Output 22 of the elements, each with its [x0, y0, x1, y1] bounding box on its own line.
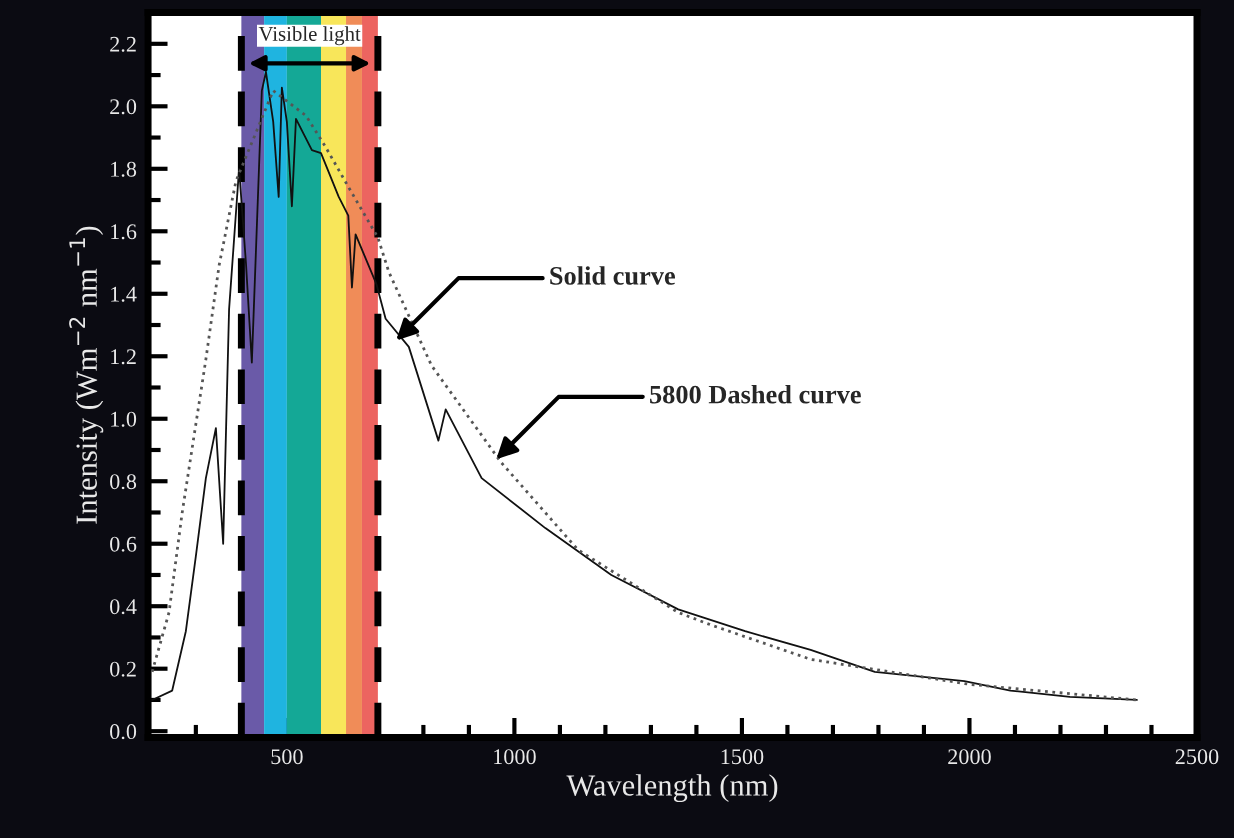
x-tick-label: 1000: [494, 749, 536, 765]
y-axis-title: Intensity (Wm$^{−2}$ nm$^{−1}$): [69, 226, 104, 524]
x-tick-label: 1500: [721, 749, 764, 765]
y-tick-label: 2.2: [110, 36, 136, 52]
y-tick-label: 1.6: [111, 224, 137, 240]
x-axis-title: Wavelength (nm): [566, 774, 778, 803]
x-tick-label: 2500: [1175, 749, 1219, 765]
y-tick-label: 1.2: [111, 349, 136, 365]
annotation: Visible light: [258, 26, 361, 46]
y-tick-label: 0.0: [110, 724, 137, 740]
y-tick-label: 1.8: [111, 161, 137, 177]
y-tick-label: 0.2: [110, 661, 136, 677]
y-tick-label: 0.6: [110, 536, 137, 552]
y-tick-label: 1.4: [111, 286, 137, 302]
annotation: 5800 Dashed curve: [650, 384, 861, 404]
y-tick-label: 0.8: [110, 474, 137, 490]
y-tick-label: 2.0: [110, 99, 137, 115]
annotation: Solid curve: [550, 266, 675, 285]
y-tick-label: 0.4: [110, 599, 137, 615]
x-tick-label: 2000: [948, 749, 991, 765]
y-tick-label: 1.0: [111, 411, 137, 427]
x-tick-label: 500: [271, 749, 303, 765]
